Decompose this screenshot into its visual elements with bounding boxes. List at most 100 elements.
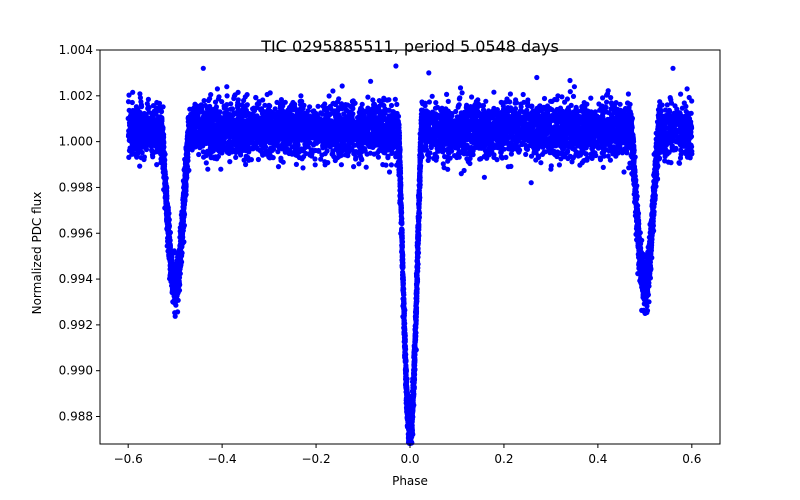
data-point [441, 165, 447, 171]
data-point [297, 106, 303, 112]
data-point [272, 106, 278, 112]
data-point [457, 85, 464, 91]
data-point [605, 153, 611, 159]
data-point [571, 146, 578, 152]
data-point [674, 127, 680, 133]
data-point [256, 101, 262, 107]
data-point [154, 162, 160, 168]
data-point [444, 154, 450, 160]
data-point [420, 101, 426, 107]
data-point [620, 114, 626, 120]
data-point [313, 147, 319, 154]
data-point [520, 91, 526, 98]
data-point [205, 166, 211, 172]
data-point [244, 102, 250, 108]
data-point [359, 109, 365, 116]
data-point [200, 149, 206, 155]
data-point [604, 99, 610, 105]
data-point [676, 160, 682, 166]
data-point [227, 159, 233, 165]
data-point [617, 101, 623, 107]
data-point [448, 144, 454, 150]
data-point [538, 160, 544, 166]
data-point [293, 161, 299, 167]
data-point [445, 98, 451, 104]
data-point [469, 94, 475, 100]
data-point [456, 102, 462, 108]
data-point [494, 157, 500, 163]
data-point [429, 93, 435, 99]
data-point [141, 156, 147, 163]
data-point [478, 156, 484, 162]
data-point [445, 158, 451, 164]
data-point [129, 151, 135, 157]
data-point [621, 169, 627, 175]
data-point [248, 157, 254, 163]
data-point [126, 128, 132, 134]
data-point [425, 152, 431, 158]
data-points [125, 63, 695, 446]
data-point [388, 102, 395, 109]
data-point [605, 88, 611, 94]
data-point [562, 99, 568, 105]
data-point [350, 106, 356, 112]
data-point [359, 101, 365, 107]
data-point [567, 77, 573, 84]
data-point [253, 95, 259, 101]
data-point [536, 154, 542, 160]
data-point [498, 154, 504, 160]
data-point [467, 160, 473, 167]
data-point [507, 99, 513, 105]
data-point [351, 164, 357, 170]
data-point [481, 174, 487, 180]
data-point [375, 154, 381, 160]
data-point [491, 89, 497, 95]
data-point [365, 94, 371, 100]
data-point [549, 98, 555, 104]
data-point [319, 111, 325, 117]
data-point [678, 113, 685, 119]
data-point [606, 148, 612, 154]
data-point [137, 95, 143, 101]
data-point [657, 99, 663, 105]
data-point [267, 90, 273, 96]
data-point [626, 165, 632, 171]
data-point [508, 115, 514, 121]
data-point [569, 159, 575, 165]
data-point [229, 106, 236, 112]
data-point [275, 149, 281, 155]
data-point [330, 88, 336, 94]
data-point [528, 180, 534, 186]
data-point [686, 117, 692, 123]
data-point [202, 102, 208, 109]
data-point [508, 151, 514, 157]
data-point [126, 92, 132, 98]
data-point [218, 166, 224, 172]
data-point [457, 95, 463, 101]
data-point [503, 154, 509, 160]
data-point [192, 101, 198, 107]
data-point [339, 83, 345, 89]
data-point [298, 93, 304, 99]
data-point [353, 149, 359, 155]
data-point [433, 100, 439, 106]
data-point [575, 153, 581, 159]
data-point [255, 156, 261, 163]
data-point [608, 100, 615, 106]
chart-title: TIC 0295885511, period 5.0548 days [260, 37, 559, 56]
data-point [275, 164, 282, 170]
data-point [518, 108, 524, 114]
data-point [625, 91, 632, 97]
data-point [187, 106, 193, 112]
data-point [300, 165, 306, 171]
data-point [668, 100, 675, 106]
data-point [475, 97, 481, 103]
data-point [512, 106, 519, 112]
data-point [556, 162, 563, 168]
data-point [175, 309, 181, 315]
data-point [201, 154, 207, 160]
data-point [541, 95, 548, 102]
data-point [221, 103, 227, 109]
data-point [508, 143, 514, 149]
